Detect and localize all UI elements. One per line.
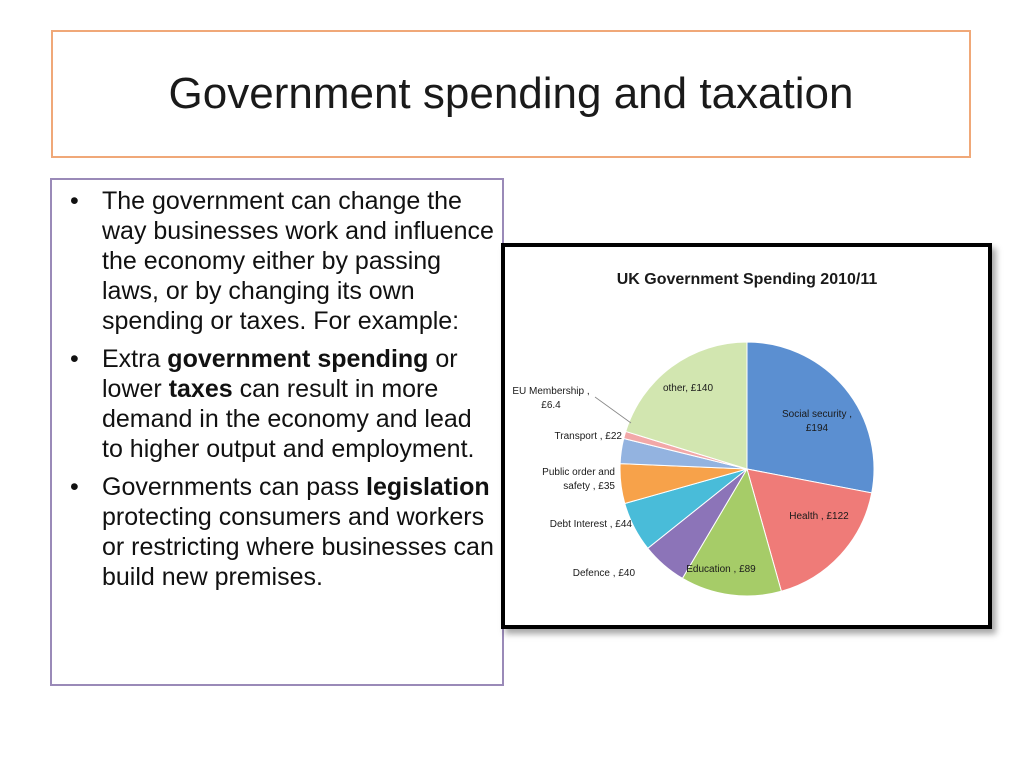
bullet-bold-text: government spending	[167, 345, 429, 373]
pie-slice	[746, 341, 875, 494]
pie-slice	[746, 468, 873, 592]
pie-data-label: EU Membership , £6.4	[512, 386, 589, 411]
slide-title: Government spending and taxation	[168, 69, 854, 118]
bullet-dot: •	[70, 345, 79, 373]
bullet-item: • Extra government spending or lower taxe…	[62, 344, 494, 464]
pie-data-label: Public order and safety , £35	[542, 467, 615, 492]
pie-data-label: Education , £89	[686, 564, 756, 575]
bullet-item: • The government can change the way busin…	[62, 186, 494, 336]
pie-data-label: Health , £122	[789, 511, 849, 522]
bullet-list: • The government can change the way busin…	[62, 186, 494, 592]
bullet-text: or lower	[102, 345, 458, 403]
pie-slice	[625, 341, 748, 470]
title-box: Government spending and taxation	[51, 30, 971, 158]
bullet-dot: •	[70, 187, 79, 215]
pie-chart: UK Government Spending 2010/11 Social se…	[512, 271, 878, 597]
chart-title: UK Government Spending 2010/11	[617, 271, 878, 288]
bullet-dot: •	[70, 473, 79, 501]
pie-data-label: Defence , £40	[573, 568, 636, 579]
pie-slice	[681, 467, 782, 597]
eu-label-leader-line	[594, 396, 632, 424]
pie-data-label: other, £140	[663, 383, 713, 394]
pie-data-label: Debt Interest , £44	[550, 519, 633, 530]
pie-chart-frame: UK Government Spending 2010/11 Social se…	[501, 243, 992, 629]
bullet-text: Governments can pass	[102, 473, 367, 501]
bullet-text: Extra	[102, 345, 168, 373]
pie-data-label: Transport , £22	[555, 431, 623, 442]
bullet-bold-text: taxes	[168, 375, 233, 403]
bullet-item: • Governments can pass legislation protec…	[62, 472, 494, 592]
bullet-text: The government can change the way busine…	[102, 187, 494, 335]
bullet-text: protecting consumers and workers or rest…	[102, 503, 494, 591]
bullet-text-box: • The government can change the way busin…	[50, 178, 504, 686]
bullet-text: can result in more demand in the economy…	[102, 375, 475, 463]
bullet-bold-text: legislation	[366, 473, 490, 501]
pie-data-label: Social security , £194	[782, 409, 852, 434]
